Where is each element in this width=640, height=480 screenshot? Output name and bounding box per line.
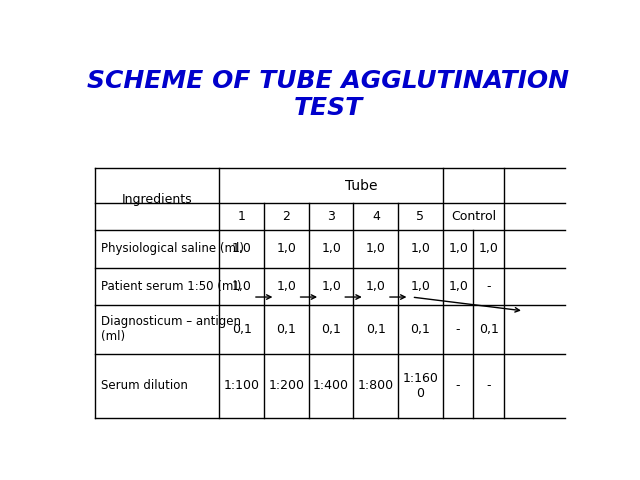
Text: 1,0: 1,0 — [232, 242, 252, 255]
Text: 1,0: 1,0 — [321, 280, 341, 293]
Text: 1,0: 1,0 — [276, 280, 296, 293]
Text: 0,1: 0,1 — [321, 323, 341, 336]
Text: 1:100: 1:100 — [224, 379, 260, 392]
Text: Diagnosticum – antigen
(ml): Diagnosticum – antigen (ml) — [101, 315, 241, 343]
Text: 1:200: 1:200 — [269, 379, 305, 392]
Text: Ingredients: Ingredients — [122, 193, 193, 206]
Text: 1,0: 1,0 — [321, 242, 341, 255]
Text: 1,0: 1,0 — [448, 280, 468, 293]
Text: Serum dilution: Serum dilution — [101, 379, 188, 392]
Text: Physiological saline (ml): Physiological saline (ml) — [101, 242, 244, 255]
Text: 0,1: 0,1 — [479, 323, 499, 336]
Text: 1: 1 — [238, 210, 246, 223]
Text: 1,0: 1,0 — [479, 242, 499, 255]
Text: 4: 4 — [372, 210, 380, 223]
Text: Tube: Tube — [346, 179, 378, 193]
Text: 0,1: 0,1 — [276, 323, 296, 336]
Text: 1,0: 1,0 — [448, 242, 468, 255]
Text: 0,1: 0,1 — [411, 323, 431, 336]
Text: -: - — [486, 280, 491, 293]
Text: 1,0: 1,0 — [232, 280, 252, 293]
Text: 2: 2 — [282, 210, 291, 223]
Text: Control: Control — [451, 210, 496, 223]
Text: -: - — [456, 379, 460, 392]
Text: 3: 3 — [327, 210, 335, 223]
Text: 1:800: 1:800 — [358, 379, 394, 392]
Text: 0,1: 0,1 — [232, 323, 252, 336]
Text: -: - — [456, 323, 460, 336]
Text: 1,0: 1,0 — [411, 280, 431, 293]
Text: 1:160
0: 1:160 0 — [403, 372, 438, 400]
Text: -: - — [486, 379, 491, 392]
Text: 1,0: 1,0 — [366, 280, 386, 293]
Text: 1,0: 1,0 — [276, 242, 296, 255]
Text: 5: 5 — [417, 210, 424, 223]
Text: 0,1: 0,1 — [366, 323, 386, 336]
Text: 1,0: 1,0 — [411, 242, 431, 255]
Text: 1:400: 1:400 — [313, 379, 349, 392]
Text: Patient serum 1:50 (ml): Patient serum 1:50 (ml) — [101, 280, 241, 293]
Text: SCHEME OF TUBE AGGLUTINATION
TEST: SCHEME OF TUBE AGGLUTINATION TEST — [87, 69, 569, 120]
Text: 1,0: 1,0 — [366, 242, 386, 255]
